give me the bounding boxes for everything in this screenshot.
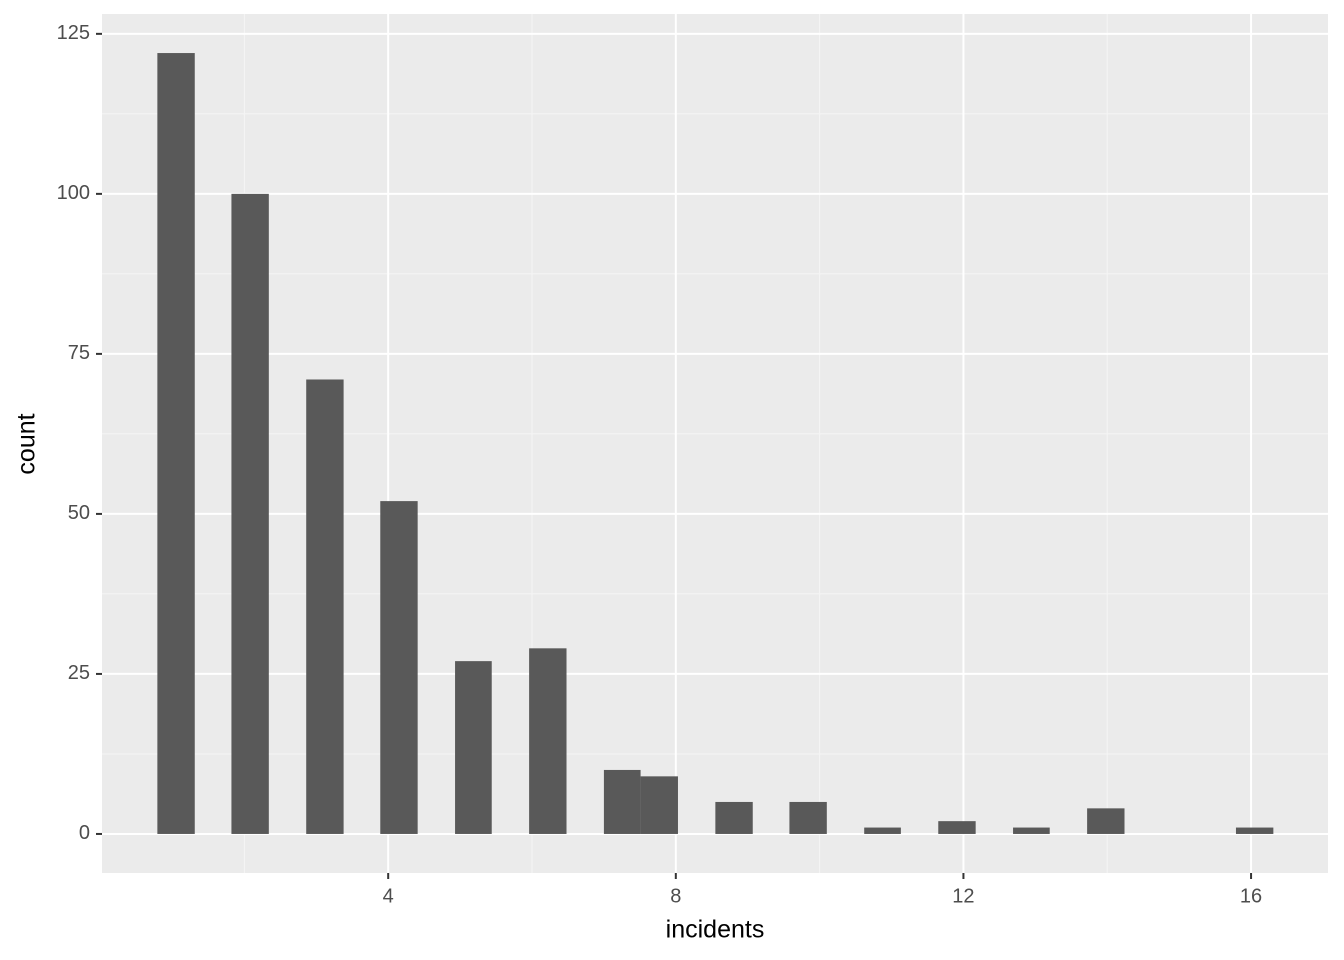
bar: [1013, 827, 1050, 834]
y-tick-label: 50: [68, 502, 90, 524]
y-tick-label: 75: [68, 342, 90, 364]
bar: [529, 648, 567, 834]
bar: [231, 193, 269, 834]
x-axis-title: incidents: [666, 916, 765, 944]
x-tick-label: 12: [952, 885, 974, 907]
bar: [938, 821, 976, 834]
bar: [715, 801, 753, 834]
bar: [864, 827, 901, 834]
bar: [157, 53, 195, 834]
x-tick-label: 16: [1240, 885, 1262, 907]
y-tick-label: 25: [68, 662, 90, 684]
bar: [1087, 808, 1125, 834]
y-tick-label: 125: [57, 22, 90, 44]
bar: [1235, 827, 1274, 834]
x-tick-label: 4: [383, 885, 394, 907]
panel: [102, 14, 1328, 873]
y-tick-label: 0: [79, 822, 90, 844]
y-tick-label: 100: [57, 182, 90, 204]
bar: [640, 776, 678, 834]
bar: [380, 501, 418, 834]
x-tick-label: 8: [670, 885, 681, 907]
y-axis-title: count: [13, 413, 41, 474]
bar: [455, 661, 492, 834]
bar: [306, 379, 344, 834]
bar: [603, 769, 641, 834]
bar: [789, 801, 827, 834]
